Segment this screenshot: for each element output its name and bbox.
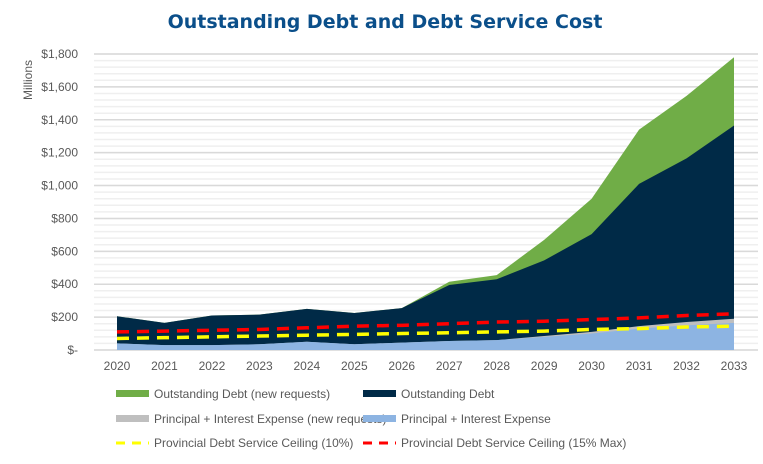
- legend-swatch: [116, 390, 149, 397]
- x-tick-label: 2023: [246, 359, 273, 373]
- y-axis-label: Millions: [21, 60, 35, 100]
- x-tick-label: 2027: [436, 359, 463, 373]
- legend-label: Principal + Interest Expense: [401, 412, 551, 426]
- y-tick-label: $400: [51, 277, 78, 291]
- line-provincial-debt-service-ceiling-10: [116, 324, 735, 341]
- y-tick-label: $1,600: [41, 80, 78, 94]
- x-tick-label: 2028: [483, 359, 510, 373]
- x-tick-label: 2033: [721, 359, 748, 373]
- legend-label: Provincial Debt Service Ceiling (10%): [154, 436, 353, 450]
- line-provincial-debt-service-ceiling-15-max: [116, 312, 735, 334]
- y-tick-label: $200: [51, 310, 78, 324]
- legend-label: Provincial Debt Service Ceiling (15% Max…: [401, 436, 626, 450]
- legend-swatch: [363, 390, 396, 397]
- x-tick-label: 2021: [151, 359, 178, 373]
- x-tick-label: 2022: [199, 359, 226, 373]
- x-tick-label: 2020: [104, 359, 131, 373]
- x-tick-label: 2031: [626, 359, 653, 373]
- area-principal-interest-expense: [117, 322, 734, 350]
- x-tick-label: 2029: [531, 359, 558, 373]
- y-tick-label: $1,200: [41, 146, 78, 160]
- x-tick-label: 2026: [388, 359, 415, 373]
- chart-title: Outstanding Debt and Debt Service Cost: [168, 11, 603, 33]
- x-tick-label: 2030: [578, 359, 605, 373]
- y-tick-label: $1,800: [41, 47, 78, 61]
- area-outstanding-debt: [117, 125, 734, 351]
- y-tick-label: $800: [51, 211, 78, 225]
- legend-label: Outstanding Debt (new requests): [154, 387, 330, 401]
- x-tick-label: 2024: [293, 359, 320, 373]
- legend-label: Outstanding Debt: [401, 387, 495, 401]
- y-tick-label: $-: [67, 343, 78, 357]
- legend-swatch: [116, 415, 149, 422]
- x-tick-label: 2025: [341, 359, 368, 373]
- y-tick-label: $600: [51, 244, 78, 258]
- legend-label: Principal + Interest Expense (new reques…: [154, 412, 386, 426]
- legend-swatch: [363, 415, 396, 422]
- y-tick-label: $1,400: [41, 113, 78, 127]
- y-tick-label: $1,000: [41, 179, 78, 193]
- x-tick-label: 2032: [673, 359, 700, 373]
